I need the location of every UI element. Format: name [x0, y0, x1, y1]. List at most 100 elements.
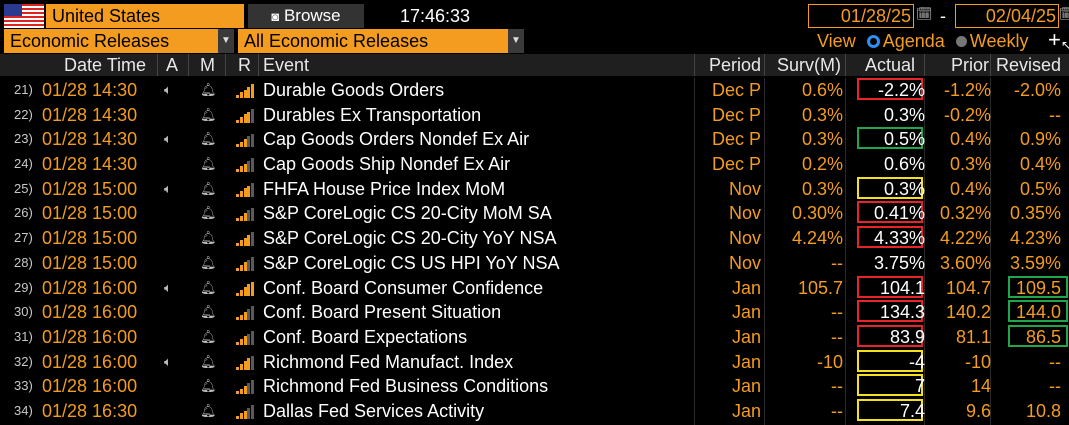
speaker-icon[interactable]: 🔈︎	[164, 353, 172, 369]
bell-icon[interactable]: 🔔︎	[200, 131, 217, 147]
event-name[interactable]: S&P CoreLogic CS 20-City YoY NSA	[263, 228, 557, 249]
speaker-icon[interactable]: 🔈︎	[164, 180, 172, 196]
table-row[interactable]: 25) 01/28 15:00 🔈︎ 🔔︎ FHFA House Price Index…	[0, 176, 1069, 202]
date-from-value: 01/28/25	[840, 6, 911, 26]
event-name[interactable]: Durable Goods Orders	[263, 80, 445, 100]
browse-label: Browse	[283, 6, 341, 25]
speaker-icon[interactable]: 🔈︎	[164, 131, 172, 147]
table-row[interactable]: 32) 01/28 16:00 🔈︎ 🔔︎ Richmond Fed Manufact.…	[0, 349, 1069, 375]
table-row[interactable]: 33) 01/28 16:00 🔔︎ Richmond Fed Business Co…	[0, 374, 1069, 399]
chevron-down-icon: ▼	[218, 29, 234, 53]
row-number: 30)	[14, 304, 33, 320]
col-actual[interactable]: Actual	[864, 55, 915, 75]
revised-value: 86.5	[1025, 326, 1061, 347]
bell-icon[interactable]: 🔔︎	[200, 106, 217, 122]
bell-icon[interactable]: 🔔︎	[200, 205, 217, 221]
actual-value: 0.3%	[883, 178, 925, 199]
agenda-radio[interactable]	[866, 34, 880, 48]
bell-icon[interactable]: 🔔︎	[200, 378, 217, 394]
weekly-label[interactable]: Weekly	[969, 31, 1029, 51]
bell-icon[interactable]: 🔔︎	[200, 279, 217, 295]
bell-icon[interactable]: 🔔︎	[200, 230, 217, 246]
bell-icon[interactable]: 🔔︎	[200, 156, 217, 172]
row-datetime: 01/28 14:30	[42, 154, 138, 175]
event-name[interactable]: FHFA House Price Index MoM	[263, 178, 506, 199]
weekly-radio[interactable]	[955, 35, 967, 47]
table-header: Date Time A M R Event Period Surv(M) Act…	[0, 54, 1069, 76]
table-row[interactable]: 26) 01/28 15:00 🔔︎ S&P CoreLogic CS 20-City…	[0, 201, 1069, 226]
bell-icon[interactable]: 🔔︎	[200, 328, 217, 344]
table-row[interactable]: 30) 01/28 16:00 🔔︎ Conf. Board Present Situ…	[0, 300, 1069, 325]
bell-icon[interactable]: 🔔︎	[200, 402, 217, 418]
event-name[interactable]: Conf. Board Expectations	[263, 326, 468, 347]
table-row[interactable]: 31) 01/28 16:00 🔔︎ Conf. Board Expectations…	[0, 324, 1069, 350]
event-name[interactable]: Richmond Fed Business Conditions	[263, 376, 549, 397]
date-to-input[interactable]: 02/04/25	[955, 4, 1059, 28]
event-name[interactable]: S&P CoreLogic CS US HPI YoY NSA	[263, 252, 560, 273]
actual-value: 134.3	[879, 302, 925, 323]
browse-button[interactable]: ◙ Browse	[248, 4, 364, 28]
table-row[interactable]: 22) 01/28 14:30 🔔︎ Durables Ex Transportati…	[0, 103, 1069, 128]
release-table: 21) 01/28 14:30 🔈︎ 🔔︎ Durable Goods Orders De…	[0, 78, 1069, 424]
calendar-from-icon[interactable]: 🗓︎	[916, 6, 933, 21]
speaker-icon[interactable]: 🔈︎	[164, 82, 172, 97]
subcategory-select[interactable]: All Economic Releases ▼	[238, 29, 524, 53]
bell-icon[interactable]: 🔔︎	[200, 254, 217, 270]
event-name[interactable]: Conf. Board Present Situation	[263, 302, 502, 323]
add-icon[interactable]: +	[1048, 27, 1061, 52]
actual-highlight-box	[857, 300, 923, 323]
col-a[interactable]: A	[166, 55, 179, 75]
event-name[interactable]: Richmond Fed Manufact. Index	[263, 351, 514, 372]
table-row[interactable]: 27) 01/28 15:00 🔔︎ S&P CoreLogic CS 20-City…	[0, 226, 1069, 251]
table-row[interactable]: 29) 01/28 16:00 🔈︎ 🔔︎ Conf. Board Consumer C…	[0, 275, 1069, 301]
event-name[interactable]: Dallas Fed Services Activity	[263, 400, 485, 421]
event-name[interactable]: Durables Ex Transportation	[263, 104, 482, 125]
actual-highlight-box	[857, 201, 923, 224]
agenda-label[interactable]: Agenda	[882, 31, 945, 51]
col-period[interactable]: Period	[708, 55, 761, 75]
survey-value: 0.3%	[801, 178, 843, 199]
relevance-bars-icon	[236, 232, 255, 247]
col-revised[interactable]: Revised	[995, 55, 1061, 75]
chevron-down-icon: ▼	[508, 29, 524, 53]
col-datetime[interactable]: Date Time	[64, 55, 147, 75]
col-r[interactable]: R	[238, 55, 251, 75]
table-row[interactable]: 24) 01/28 14:30 🔔︎ Cap Goods Ship Nondef Ex…	[0, 152, 1069, 177]
col-surv[interactable]: Surv(M)	[777, 55, 841, 75]
period-value: Dec P	[711, 154, 761, 175]
country-select[interactable]: United States	[46, 4, 244, 28]
col-event[interactable]: Event	[263, 55, 310, 75]
camera-icon: ◙	[271, 9, 280, 24]
speaker-icon[interactable]: 🔈︎	[164, 279, 172, 295]
date-from-input[interactable]: 01/28/25	[808, 4, 914, 28]
bell-icon[interactable]: 🔔︎	[200, 180, 217, 196]
event-name[interactable]: Cap Goods Orders Nondef Ex Air	[263, 129, 530, 150]
prior-value: 0.3%	[949, 154, 991, 175]
survey-value: 4.24%	[791, 228, 843, 249]
revised-highlight-box	[1008, 275, 1068, 298]
table-row[interactable]: 34) 01/28 16:30 🔔︎ Dallas Fed Services Acti…	[0, 398, 1069, 424]
top-toolbar: United States ◙ Browse 17:46:33 01/28/25…	[0, 4, 1069, 28]
table-row[interactable]: 21) 01/28 14:30 🔈︎ 🔔︎ Durable Goods Orders De…	[0, 78, 1069, 103]
col-m[interactable]: M	[200, 55, 215, 75]
actual-value: 0.41%	[873, 203, 925, 224]
bell-icon[interactable]: 🔔︎	[200, 304, 217, 320]
period-value: Jan	[731, 326, 761, 347]
event-name[interactable]: S&P CoreLogic CS 20-City MoM SA	[263, 203, 552, 224]
relevance-bars-icon	[236, 158, 255, 173]
prior-value: 0.32%	[939, 203, 991, 224]
bell-icon[interactable]: 🔔︎	[200, 82, 217, 97]
survey-value: 0.6%	[801, 80, 843, 100]
col-prior[interactable]: Prior	[950, 55, 989, 75]
bell-icon[interactable]: 🔔︎	[200, 353, 217, 369]
category-select[interactable]: Economic Releases ▼	[4, 29, 234, 53]
event-name[interactable]: Conf. Board Consumer Confidence	[263, 277, 544, 298]
actual-highlight-box	[857, 176, 923, 199]
table-row[interactable]: 23) 01/28 14:30 🔈︎ 🔔︎ Cap Goods Orders Nonde…	[0, 127, 1069, 152]
relevance-bars-icon	[236, 355, 255, 370]
table-row[interactable]: 28) 01/28 15:00 🔔︎ S&P CoreLogic CS US HPI …	[0, 251, 1069, 276]
actual-value: 83.9	[889, 326, 925, 347]
calendar-to-icon[interactable]: 🗓︎	[1059, 6, 1069, 21]
row-number: 24)	[14, 156, 33, 172]
event-name[interactable]: Cap Goods Ship Nondef Ex Air	[263, 154, 511, 175]
